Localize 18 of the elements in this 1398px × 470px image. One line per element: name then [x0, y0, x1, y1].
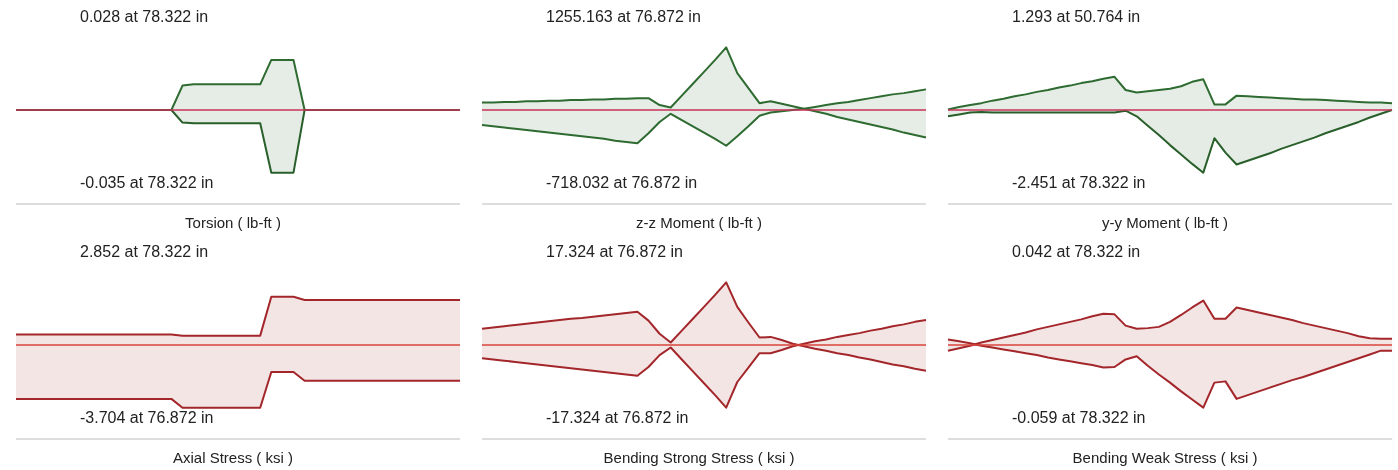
x-axis-title: y-y Moment ( lb-ft ) — [1101, 214, 1229, 231]
text: -718.032 at 76.872 in — [546, 174, 698, 192]
text: -3.704 at 76.872 in — [80, 409, 214, 427]
text: -0.035 at 78.322 in — [80, 174, 214, 192]
text: 1255.163 at 76.872 in — [546, 8, 701, 26]
x-axis-title: Torsion ( lb-ft ) — [184, 214, 282, 231]
text: 0.042 at 78.322 in — [1012, 243, 1141, 261]
text: 1.293 at 50.764 in — [1012, 8, 1141, 26]
x-axis-title: Bending Strong Stress ( ksi ) — [602, 449, 796, 466]
x-axis-title: z-z Moment ( lb-ft ) — [635, 214, 763, 231]
text: -2.451 at 78.322 in — [1012, 174, 1146, 192]
text: -17.324 at 76.872 in — [546, 409, 689, 427]
x-axis-title: Bending Weak Stress ( ksi ) — [1071, 449, 1259, 466]
x-axis-title: Axial Stress ( ksi ) — [172, 449, 294, 466]
text: -0.059 at 78.322 in — [1012, 409, 1146, 427]
text: 2.852 at 78.322 in — [80, 243, 209, 261]
text: 17.324 at 76.872 in — [546, 243, 684, 261]
text: 0.028 at 78.322 in — [80, 8, 209, 26]
